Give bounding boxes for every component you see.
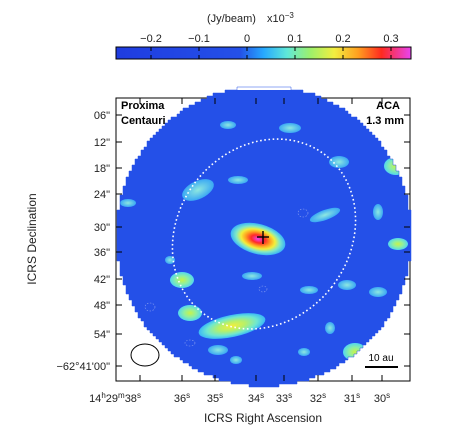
colorbar-tick-label: 0.3: [383, 33, 398, 45]
emission-blob: [178, 305, 202, 321]
negative-contour: [297, 208, 309, 218]
axis-ticks: [116, 98, 410, 381]
colorbar-tick-label: −0.2: [140, 33, 162, 45]
negative-contour: [184, 339, 196, 347]
y-tick-label: 30": [94, 222, 110, 234]
colorbar-tick-label: 0.1: [287, 33, 302, 45]
dotted-ellipse: [171, 138, 357, 330]
y-tick-label: 36": [94, 247, 110, 259]
colorbar-ticks: −0.2 −0.1 0 0.1 0.2 0.3: [140, 33, 399, 59]
emission-blob: [388, 238, 408, 250]
emission-blob: [309, 207, 341, 223]
negative-contour: [258, 285, 268, 293]
emission-blob: [369, 287, 387, 297]
x-tick-label: 35s: [207, 391, 223, 405]
field-of-view-edge: [116, 86, 412, 388]
x-tick-label: 14h29m38s: [89, 391, 141, 405]
colorbar-tick-label: 0: [244, 33, 250, 45]
instrument-label-line2: 1.3 mm: [366, 115, 404, 127]
colorbar: (Jy/beam) x10−3 −0.2 −0.1 0 0.1 0.2 0.3: [115, 11, 412, 60]
y-tick-label: 42": [94, 274, 110, 286]
emission-blob: [208, 345, 228, 355]
emission-blob: [279, 123, 301, 133]
emission-blob: [165, 256, 175, 264]
x-tick-label: 32s: [310, 391, 326, 405]
emission-blob: [242, 272, 262, 280]
y-tick-label: −62°41'00": [56, 361, 110, 373]
colorbar-tick-label: 0.2: [335, 33, 350, 45]
y-tick-label: 12": [94, 137, 110, 149]
colorbar-exponent: x10−3: [267, 11, 294, 25]
y-tick-label: 18": [94, 163, 110, 175]
y-tick-label: 54": [94, 329, 110, 341]
emission-blob: [338, 280, 356, 290]
y-tick-labels: 06" 12" 18" 24" 30" 36" 42" 48" 54" −62°41'00": [56, 110, 110, 373]
map-panel: Proxima Centauri ACA 1.3 mm 10 au: [115, 86, 412, 388]
star-position-marker: [257, 231, 269, 244]
y-tick-label: 48": [94, 300, 110, 312]
y-tick-label: 24": [94, 189, 110, 201]
y-tick-label: 06": [94, 110, 110, 122]
x-tick-label: 31s: [344, 391, 360, 405]
proxima-peak-emission: [230, 222, 286, 256]
x-tick-labels: 14h29m38s 36s 35s 34s 33s 32s 31s 30s: [89, 391, 390, 405]
x-axis-label: ICRS Right Ascension: [204, 411, 322, 425]
emission-blob: [228, 176, 248, 184]
beam-ellipse: [130, 343, 160, 367]
colorbar-gradient: [115, 46, 412, 60]
emission-blob: [329, 156, 349, 168]
source-label-line2: Centauri: [121, 115, 166, 127]
emission-blob: [198, 313, 266, 339]
y-axis-label: ICRS Declination: [25, 193, 39, 284]
x-tick-label: 33s: [276, 391, 292, 405]
colorbar-tick-label: −0.1: [188, 33, 210, 45]
negative-contour: [144, 302, 156, 312]
emission-blob: [373, 204, 383, 220]
emission-blob: [170, 272, 194, 288]
colorbar-unit-label: (Jy/beam): [207, 13, 256, 25]
emission-blob: [298, 348, 310, 356]
scale-bar-label: 10 au: [368, 353, 393, 364]
emission-blob: [182, 179, 214, 201]
emission-blob: [220, 121, 236, 129]
emission-blob: [300, 286, 318, 294]
instrument-label-line1: ACA: [376, 100, 400, 112]
x-tick-label: 36s: [174, 391, 190, 405]
emission-map: [117, 90, 411, 387]
emission-blob: [325, 322, 335, 334]
source-label-line1: Proxima: [121, 100, 165, 112]
x-tick-label: 34s: [248, 391, 264, 405]
scale-bar: 10 au: [365, 353, 398, 368]
x-tick-label: 30s: [374, 391, 390, 405]
emission-blob: [230, 356, 242, 364]
emission-blob: [120, 199, 136, 207]
